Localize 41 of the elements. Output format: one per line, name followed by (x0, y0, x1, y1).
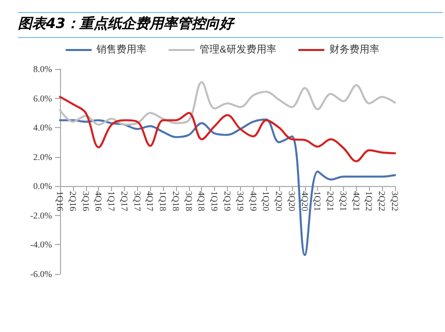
x-tick-label: 1Q16 (55, 191, 65, 212)
x-tick-label: 2Q21 (326, 191, 336, 212)
x-tick-label: 4Q16 (94, 191, 104, 212)
x-tick-label: 1Q22 (364, 191, 374, 212)
x-tick-label: 2Q19 (222, 191, 232, 212)
x-tick-label: 1Q18 (158, 191, 168, 212)
x-tick-label: 2Q18 (170, 191, 181, 212)
x-tick-label: 3Q18 (184, 191, 194, 212)
x-tick-label: 3Q19 (235, 191, 246, 212)
y-tick-label: 8.0% (33, 64, 52, 74)
x-tick-label: 3Q20 (286, 191, 297, 212)
x-tick-label: 4Q18 (196, 191, 207, 212)
x-tick-label: 2Q17 (119, 191, 130, 212)
x-tick-label: 4Q21 (351, 191, 362, 212)
legend-label: 财务费用率 (329, 44, 380, 56)
y-tick-label: -6.0% (30, 269, 52, 279)
y-tick-label: -2.0% (30, 210, 52, 220)
x-tick-label: 3Q21 (338, 191, 348, 212)
y-tick-label: 2.0% (33, 152, 52, 162)
line-series (59, 96, 396, 162)
x-tick-label: 4Q20 (300, 191, 310, 212)
x-tick-label: 2Q16 (68, 191, 78, 212)
line-series (59, 81, 396, 126)
legend-label: 销售费用率 (96, 44, 147, 56)
x-tick-label: 2Q20 (274, 191, 284, 212)
chart-title: 图表43：重点纸企费用率管控向好 (18, 12, 443, 38)
y-tick-label: -4.0% (30, 240, 52, 250)
x-tick-label: 1Q19 (210, 191, 220, 212)
x-tick-label: 4Q19 (248, 191, 258, 212)
y-tick-label: 0.0% (33, 181, 52, 192)
y-tick-label: 6.0% (33, 93, 52, 104)
x-tick-label: 3Q16 (80, 191, 91, 212)
x-tick-label: 1Q21 (312, 191, 323, 212)
legend-label: 管理&研发费用率 (200, 44, 276, 56)
x-tick-label: 4Q17 (145, 191, 156, 212)
x-tick-label: 3Q22 (390, 191, 400, 212)
x-tick-label: 3Q17 (132, 191, 142, 212)
x-tick-label: 2Q22 (377, 191, 388, 212)
y-tick-label: 4.0% (33, 122, 52, 133)
x-tick-label: 1Q17 (106, 191, 117, 212)
x-tick-label: 1Q20 (261, 191, 272, 212)
